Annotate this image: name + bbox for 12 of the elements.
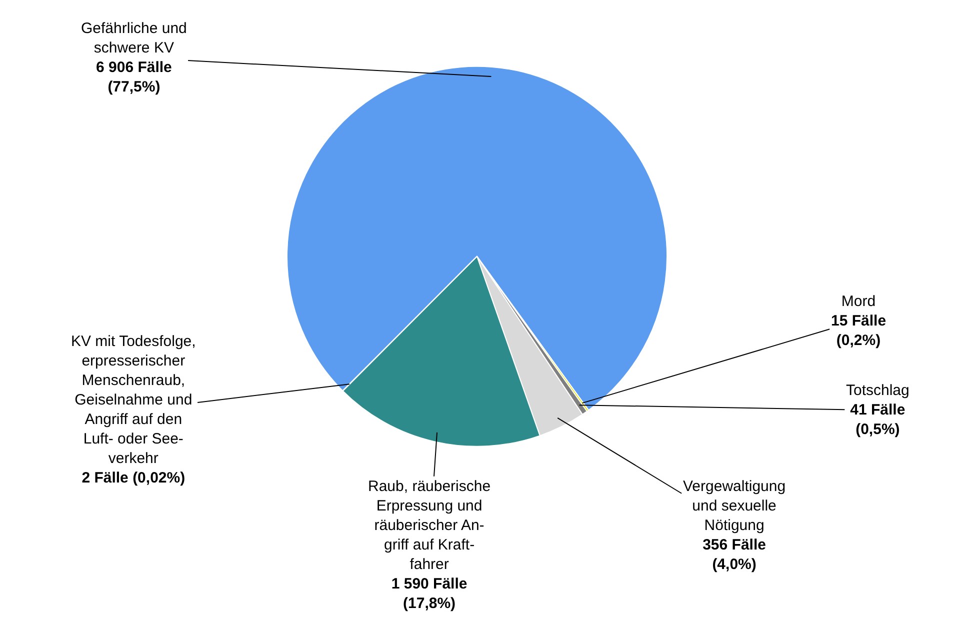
slice-label: Gefährliche und schwere KV bbox=[81, 20, 187, 56]
slice-label: Mord bbox=[841, 293, 876, 310]
data-label: 1 590 Fälle (17,8%) bbox=[391, 576, 468, 612]
data-label: 15 Fälle (0,2%) bbox=[831, 312, 886, 349]
data-label: 2 Fälle (0,02%) bbox=[82, 470, 186, 486]
slice-label: Totschlag bbox=[846, 382, 910, 399]
data-label: 41 Fälle (0,5%) bbox=[850, 402, 906, 438]
slice-label: Raub, räuberische Erpressung und räuberischer An- griff auf Kraft- fahrer bbox=[368, 478, 491, 573]
data-label: 6 906 Fälle (77,5%) bbox=[96, 59, 172, 96]
data-label: 356 Fälle (4,0%) bbox=[702, 536, 766, 573]
slice-label: Vergewaltigung und sexuelle Nötigung bbox=[683, 478, 786, 534]
slice-label: KV mit Todesfolge, erpresserischer Menschenraub, Geiselnahme und Angriff auf den Luft- oder See- verkehr bbox=[71, 333, 196, 467]
